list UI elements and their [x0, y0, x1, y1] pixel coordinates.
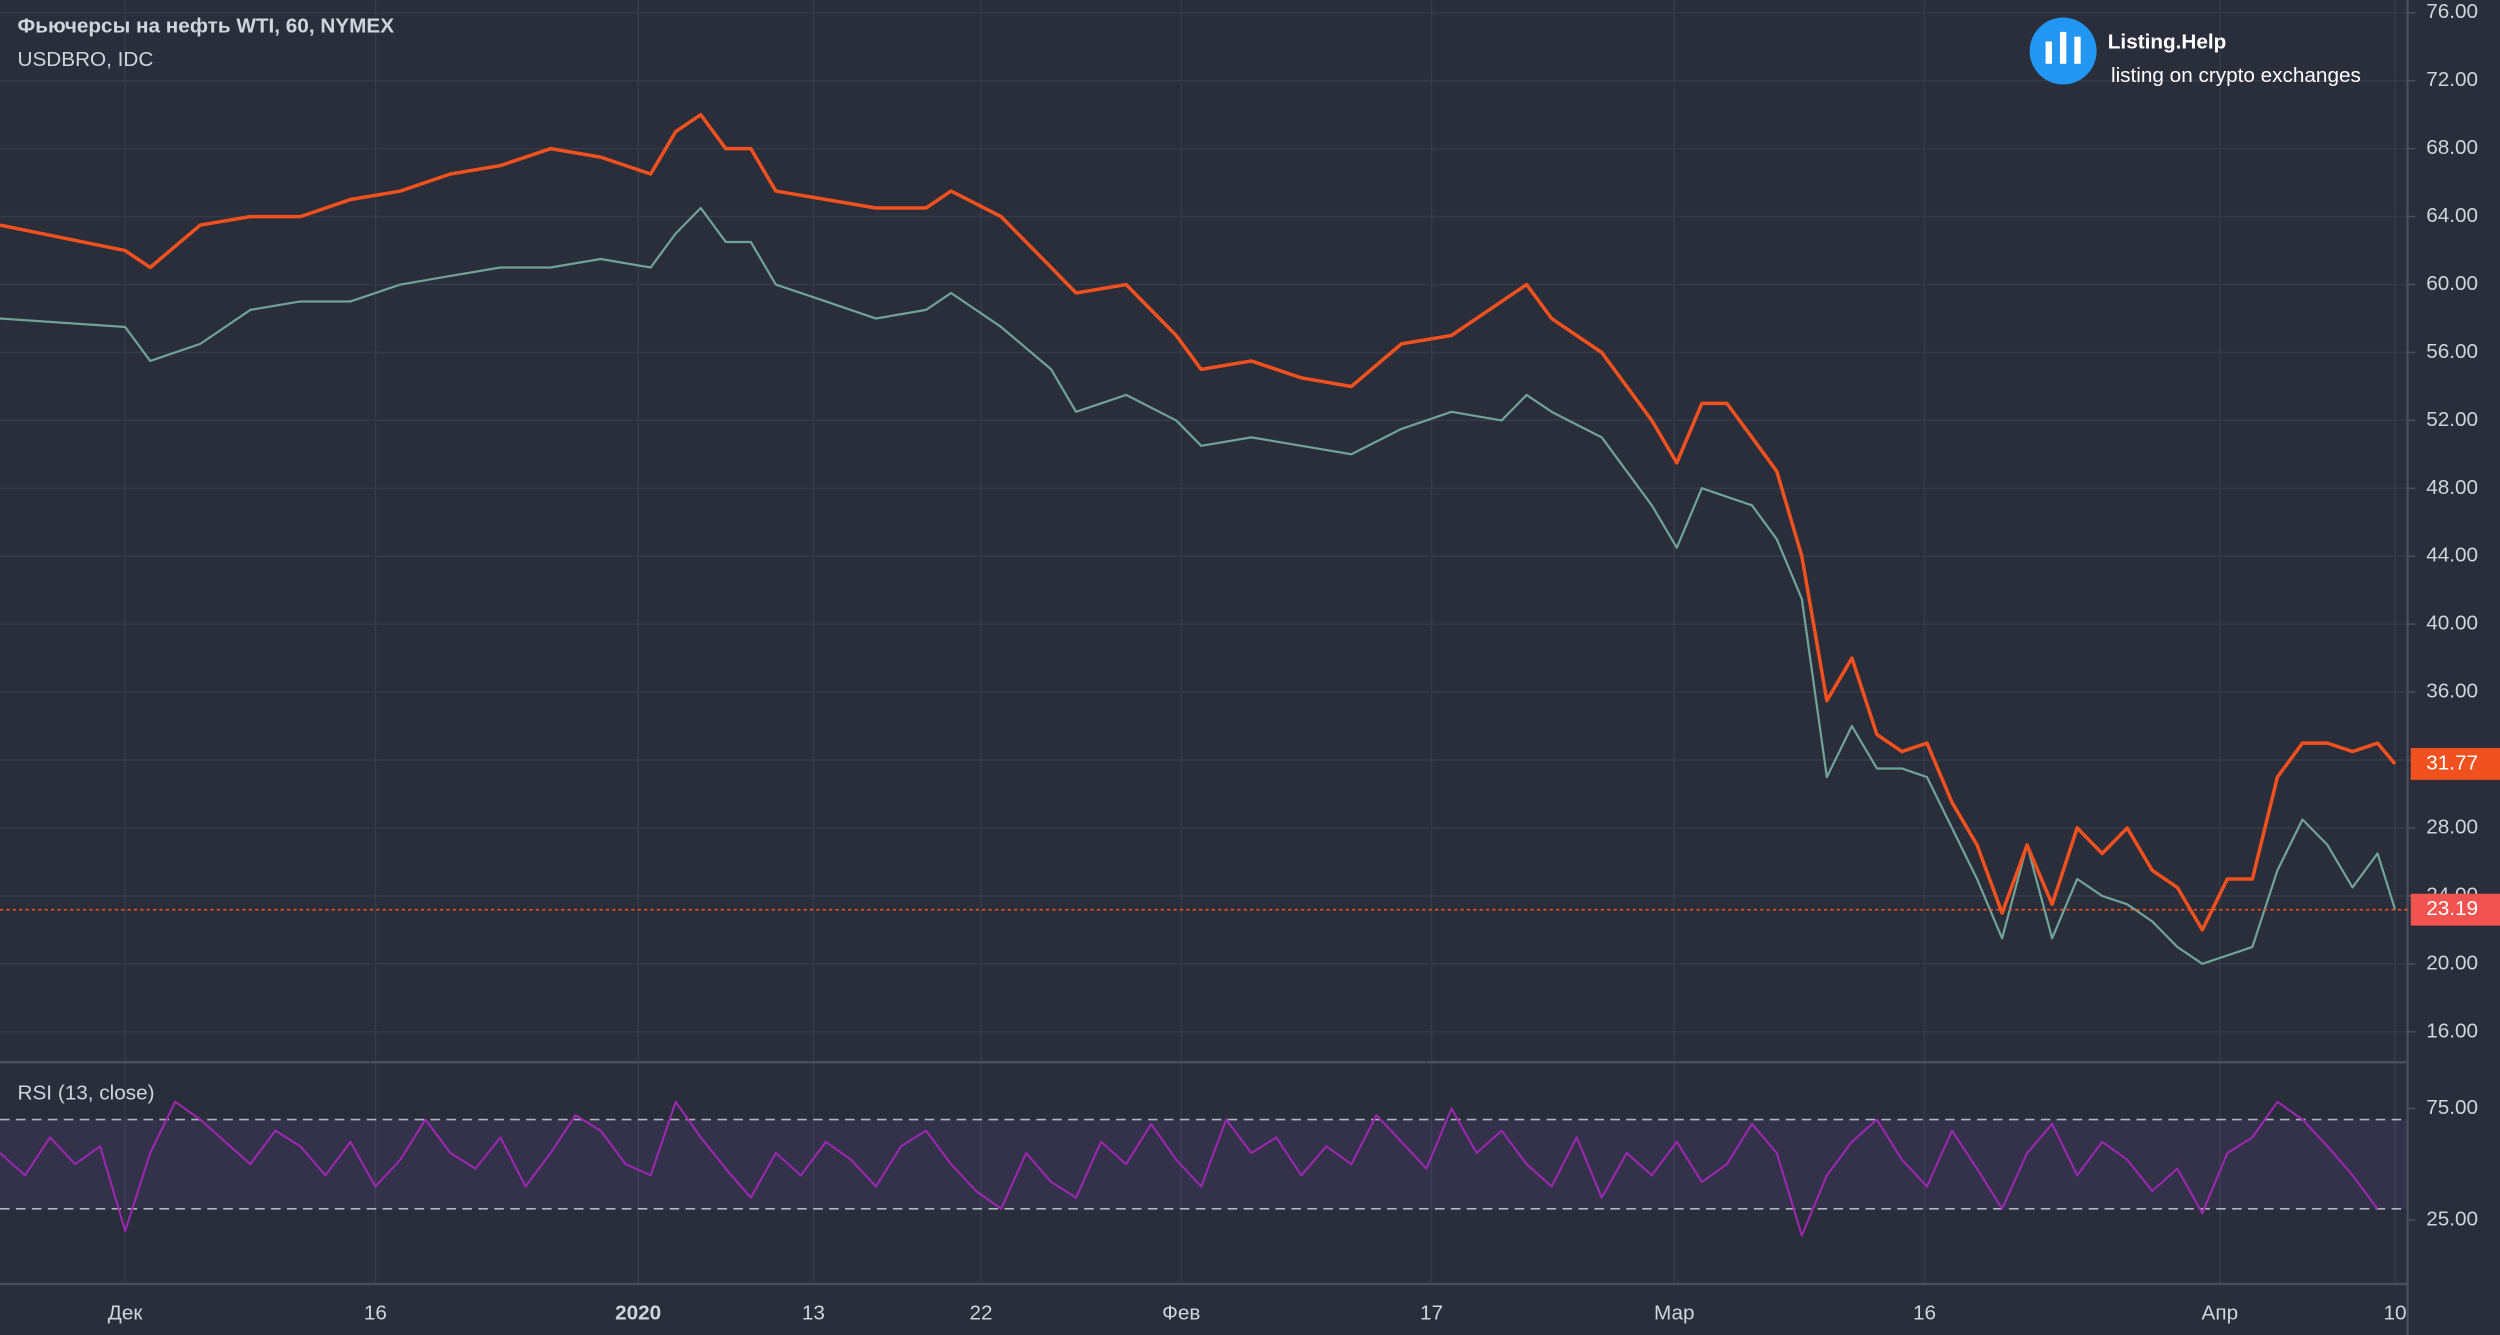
- y-tick-label: 25.00: [2426, 1207, 2478, 1230]
- x-tick-label: 10: [2383, 1302, 2406, 1325]
- y-tick-label: 76.00: [2426, 0, 2478, 23]
- last-value-box: [2410, 893, 2500, 926]
- y-tick-label: 40.00: [2426, 612, 2478, 635]
- y-tick-label: 60.00: [2426, 272, 2478, 295]
- x-tick-label: Фев: [1162, 1302, 1200, 1325]
- y-tick-label: 20.00: [2426, 951, 2478, 974]
- price-line: [0, 206, 2397, 965]
- last-value-label: 31.77: [2426, 751, 2478, 774]
- x-tick-label: Апр: [2202, 1302, 2239, 1325]
- x-tick-label: 16: [364, 1302, 387, 1325]
- chart-subtitle: USDBRO, IDC: [18, 48, 154, 71]
- x-tick-label: Мар: [1654, 1302, 1695, 1325]
- last-value-box: [2410, 747, 2500, 780]
- y-tick-label: 72.00: [2426, 68, 2478, 91]
- y-tick-label: 28.00: [2426, 815, 2478, 838]
- y-tick-label: 64.00: [2426, 204, 2478, 227]
- x-tick-label: Дек: [108, 1302, 144, 1325]
- x-tick-label: 22: [970, 1302, 993, 1325]
- logo-icon-bar: [2045, 41, 2052, 64]
- chart-title: Фьючерсы на нефть WTI, 60, NYMEX: [18, 15, 395, 38]
- x-tick-label: 13: [802, 1302, 825, 1325]
- y-tick-label: 16.00: [2426, 1019, 2478, 1042]
- y-tick-label: 48.00: [2426, 476, 2478, 499]
- marks: [0, 112, 2408, 1237]
- logo-tagline: listing on crypto exchanges: [2111, 64, 2361, 87]
- logo-icon-bar: [2059, 31, 2067, 64]
- last-value-label: 23.19: [2426, 897, 2478, 920]
- price-line: [0, 112, 2397, 932]
- rsi-line: [0, 1100, 2379, 1237]
- logo-name: Listing.Help: [2108, 31, 2227, 54]
- y-tick-label: 36.00: [2426, 680, 2478, 703]
- y-tick-label: 52.00: [2426, 408, 2478, 431]
- grid: [0, 0, 2408, 1284]
- x-tick-label: 2020: [615, 1302, 661, 1325]
- y-tick-label: 75.00: [2426, 1096, 2478, 1119]
- x-tick-label: 16: [1913, 1302, 1936, 1325]
- logo-icon-bar: [2074, 36, 2081, 64]
- rsi-title: RSI (13, close): [18, 1082, 155, 1105]
- y-tick-label: 68.00: [2426, 136, 2478, 159]
- y-tick-label: 44.00: [2426, 544, 2478, 567]
- rsi-band: [0, 1119, 2408, 1209]
- x-tick-label: 17: [1420, 1302, 1443, 1325]
- y-tick-label: 56.00: [2426, 340, 2478, 363]
